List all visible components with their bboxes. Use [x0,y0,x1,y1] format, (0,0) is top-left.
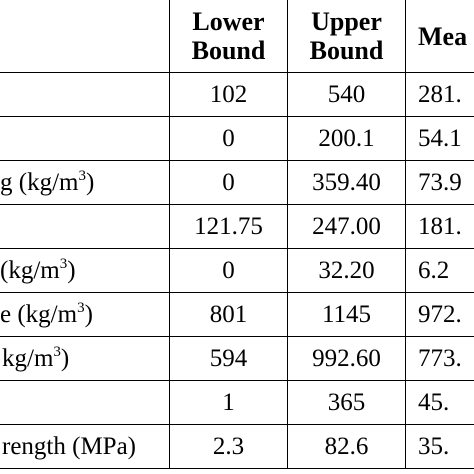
attribute-cell: (kg/m3) [0,248,170,293]
attribute-text-wrap: g (kg/m3) [0,167,95,197]
mean-cell: 54.1 [405,116,474,161]
attribute-close: ) [84,300,93,328]
header-row: utes Lower Bound Upper Bound Mea [0,0,474,73]
attribute-superscript: 3 [78,167,86,184]
table-row: 102 540 281. [0,72,474,117]
attribute-superscript: 3 [59,255,68,272]
attribute-cell: rength (MPa) [0,424,170,469]
attribute-close: ) [85,168,95,196]
table-row: (kg/m3) 0 32.20 6.2 [0,248,474,293]
mean-cell: 45. [405,380,474,425]
lower-bound-cell: 0 [169,116,288,161]
attribute-superscript: 3 [77,299,85,316]
upper-bound-cell: 1145 [287,292,406,337]
attribute-superscript: 3 [53,343,61,360]
mean-cell: 6.2 [405,248,474,293]
header-upper-bound: Upper Bound [287,0,406,73]
lower-bound-cell: 2.3 [169,424,288,469]
mean-cell: 35. [405,424,474,469]
upper-bound-cell: 365 [287,380,406,425]
table-row: kg/m3) 594 992.60 773. [0,336,474,381]
attribute-cell: g (kg/m3) [0,160,170,205]
table-row: 1 365 45. [0,380,474,425]
attribute-cell [0,72,170,117]
attribute-text-wrap: e (kg/m3) [0,299,93,329]
header-lower-line1: Lower [192,7,265,36]
lower-bound-cell: 121.75 [169,204,288,249]
header-attributes: utes [0,0,170,73]
upper-bound-cell: 82.6 [287,424,406,469]
header-lower-line2: Bound [191,36,266,65]
attribute-cell [0,204,170,249]
upper-bound-cell: 32.20 [287,248,406,293]
table-header: utes Lower Bound Upper Bound Mea [0,0,474,73]
lower-bound-cell: 594 [169,336,288,381]
table-body: 102 540 281. 0 200.1 54.1 g (kg/m3) 0 35… [0,72,474,469]
attribute-text: (kg/m [0,256,60,284]
header-mean-label: Mea [418,21,468,51]
lower-bound-cell: 0 [169,248,288,293]
lower-bound-cell: 801 [169,292,288,337]
attribute-cell: kg/m3) [0,336,170,381]
attribute-cell: e (kg/m3) [0,292,170,337]
attribute-close: ) [60,344,70,372]
mean-cell: 73.9 [405,160,474,205]
header-upper-line2: Bound [309,36,384,65]
table-row: 121.75 247.00 181. [0,204,474,249]
attribute-text-wrap: kg/m3) [2,343,70,373]
table-row: g (kg/m3) 0 359.40 73.9 [0,160,474,205]
table-row: 0 200.1 54.1 [0,116,474,161]
attribute-cell [0,380,170,425]
upper-bound-cell: 359.40 [287,160,406,205]
attribute-text: e (kg/m [0,300,78,328]
upper-bound-cell: 247.00 [287,204,406,249]
mean-cell: 181. [405,204,474,249]
table-row: rength (MPa) 2.3 82.6 35. [0,424,474,469]
attribute-text: kg/m [2,344,54,372]
mean-cell: 281. [405,72,474,117]
lower-bound-cell: 0 [169,160,288,205]
upper-bound-cell: 200.1 [287,116,406,161]
attribute-text: g (kg/m [0,168,79,196]
header-mean: Mea [405,0,474,73]
header-upper-line1: Upper [311,7,382,36]
mean-cell: 972. [405,292,474,337]
upper-bound-cell: 540 [287,72,406,117]
attribute-text-wrap: (kg/m3) [0,255,76,285]
mean-cell: 773. [405,336,474,381]
lower-bound-cell: 102 [169,72,288,117]
lower-bound-cell: 1 [169,380,288,425]
attribute-close: ) [67,256,76,284]
attribute-text: rength (MPa) [2,432,136,460]
attribute-cell [0,116,170,161]
header-lower-bound: Lower Bound [169,0,288,73]
table-row: e (kg/m3) 801 1145 972. [0,292,474,337]
upper-bound-cell: 992.60 [287,336,406,381]
